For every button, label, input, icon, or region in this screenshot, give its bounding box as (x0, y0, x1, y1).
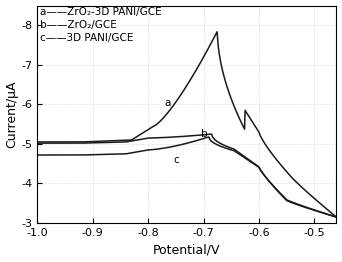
Text: a——ZrO₂-3D PANI/GCE: a——ZrO₂-3D PANI/GCE (40, 7, 162, 18)
Text: c——3D PANI/GCE: c——3D PANI/GCE (40, 33, 133, 43)
Text: c: c (173, 155, 179, 165)
Text: b: b (201, 129, 207, 139)
Text: a: a (165, 99, 171, 108)
X-axis label: Potential/V: Potential/V (153, 243, 221, 256)
Text: b——ZrO₂/GCE: b——ZrO₂/GCE (40, 20, 117, 30)
Y-axis label: Current/μA: Current/μA (5, 80, 18, 148)
